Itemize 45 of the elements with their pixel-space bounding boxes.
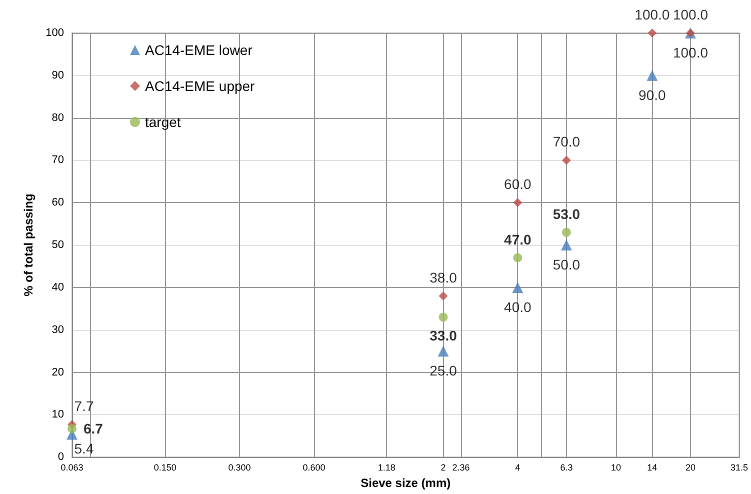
data-label: 5.4 (74, 440, 94, 457)
y-tick-label: 0 (58, 451, 64, 464)
y-tick-label: 70 (52, 154, 64, 166)
data-label: 100.0 (672, 6, 708, 22)
x-tick-label: 31.5 (730, 462, 748, 473)
y-tick-label: 50 (52, 239, 64, 252)
x-tick-label: 4 (515, 462, 520, 473)
x-tick-label: 20 (685, 462, 696, 473)
data-label: 6.7 (84, 420, 104, 437)
legend-label: target (145, 114, 181, 130)
x-tick-label: 0.150 (154, 462, 176, 473)
data-label: 38.0 (430, 269, 458, 286)
y-tick-label: 100 (46, 27, 64, 39)
data-label: 100.0 (672, 44, 708, 60)
x-tick-label: 2 (440, 462, 446, 473)
y-tick-label: 40 (52, 281, 64, 294)
data-label: 50.0 (552, 256, 580, 273)
data-label: 7.7 (74, 398, 94, 414)
x-tick-label: 2.36 (452, 462, 470, 473)
y-tick-label: 10 (52, 408, 64, 421)
y-tick-label: 80 (52, 112, 64, 124)
legend-label: AC14-EME lower (145, 42, 253, 58)
x-tick-label: 14 (647, 462, 658, 473)
x-tick-label: 0.300 (228, 462, 251, 473)
data-label: 60.0 (504, 176, 532, 192)
data-label: 33.0 (430, 328, 458, 344)
legend-label: AC14-EME upper (145, 78, 256, 94)
x-tick-label: 0.600 (302, 462, 326, 473)
data-label: 40.0 (504, 298, 532, 315)
x-tick-label: 6.3 (560, 462, 573, 473)
data-label: 100.0 (634, 6, 670, 22)
data-label: 90.0 (638, 86, 666, 103)
x-tick-label: 10 (611, 462, 622, 473)
y-tick-label: 60 (52, 196, 64, 209)
x-tick-label: 0.063 (60, 462, 84, 473)
y-tick-label: 30 (52, 324, 64, 336)
data-label: 53.0 (552, 206, 580, 222)
data-label: 70.0 (552, 134, 580, 150)
y-tick-label: 20 (52, 366, 64, 378)
y-axis-title: % of total passing (22, 194, 36, 296)
data-label: 47.0 (504, 231, 532, 248)
x-tick-label: 1.18 (378, 462, 396, 473)
data-label: 25.0 (430, 362, 458, 379)
y-tick-label: 90 (52, 69, 64, 82)
x-axis-title: Sieve size (mm) (360, 476, 451, 490)
